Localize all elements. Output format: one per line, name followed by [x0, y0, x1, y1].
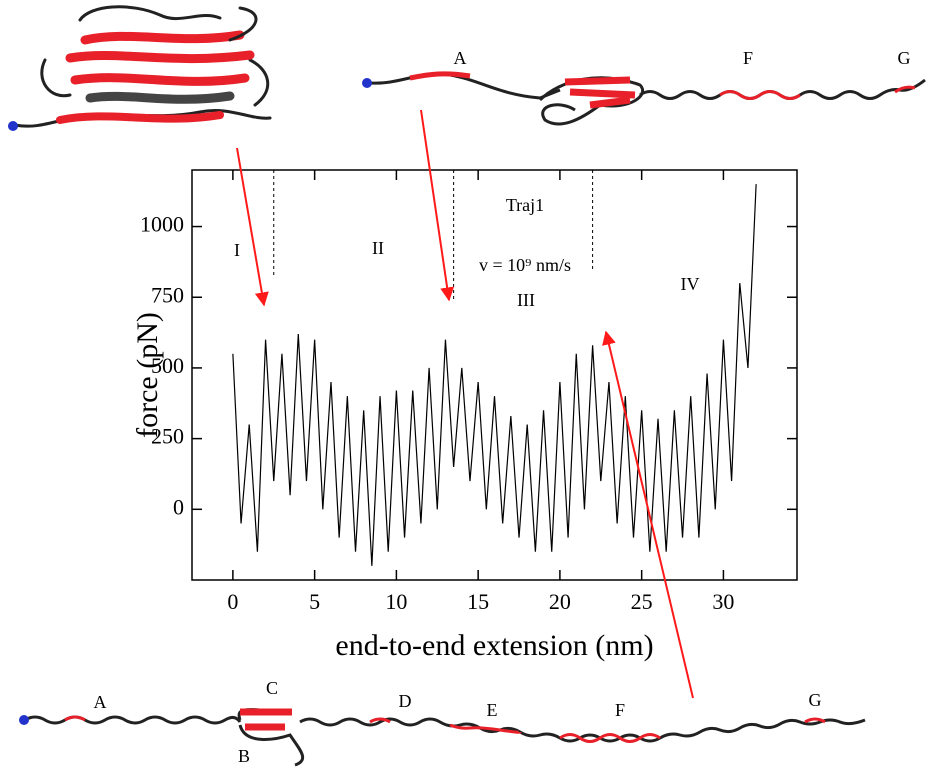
region-label: II [372, 238, 384, 258]
segment-label: A [94, 692, 107, 712]
x-tick-label: 0 [227, 589, 238, 614]
segment-label: D [399, 691, 412, 711]
terminus [19, 715, 29, 725]
segment-label: B [238, 746, 250, 766]
arrow [602, 330, 694, 699]
segment-label: G [809, 690, 822, 710]
arrow [420, 109, 455, 302]
x-tick-label: 10 [385, 589, 407, 614]
x-tick-label: 30 [712, 589, 734, 614]
y-tick-label: 250 [151, 424, 184, 449]
y-tick-label: 750 [151, 282, 184, 307]
segment-label: C [266, 678, 278, 698]
arrows [236, 109, 694, 699]
y-tick-label: 500 [151, 353, 184, 378]
terminus [362, 78, 372, 88]
segment-label: F [615, 700, 625, 720]
x-tick-label: 20 [549, 589, 571, 614]
segment-label: G [898, 48, 911, 68]
segment-label: F [743, 48, 753, 68]
y-axis-title: force (pN) [131, 312, 164, 438]
region-label: I [234, 240, 240, 260]
plot-frame [191, 169, 798, 581]
x-tick-label: 15 [467, 589, 489, 614]
segment-label: A [454, 48, 467, 68]
segment-label: E [487, 700, 498, 720]
x-axis-title: end-to-end extension (nm) [335, 629, 653, 662]
partially-unfolded-protein [369, 71, 926, 126]
annotation: v = 10⁹ nm/s [479, 255, 571, 275]
arrow [236, 147, 269, 307]
y-tick-label: 1000 [140, 212, 184, 237]
folded-protein [13, 5, 272, 128]
unfolded-protein [24, 708, 866, 767]
x-tick-label: 25 [631, 589, 653, 614]
x-tick-label: 5 [309, 589, 320, 614]
region-label: IV [681, 274, 700, 294]
force-trace [232, 184, 757, 566]
region-label: III [517, 290, 535, 310]
y-tick-label: 0 [173, 494, 184, 519]
annotation: Traj1 [506, 195, 544, 215]
terminus [8, 121, 18, 131]
